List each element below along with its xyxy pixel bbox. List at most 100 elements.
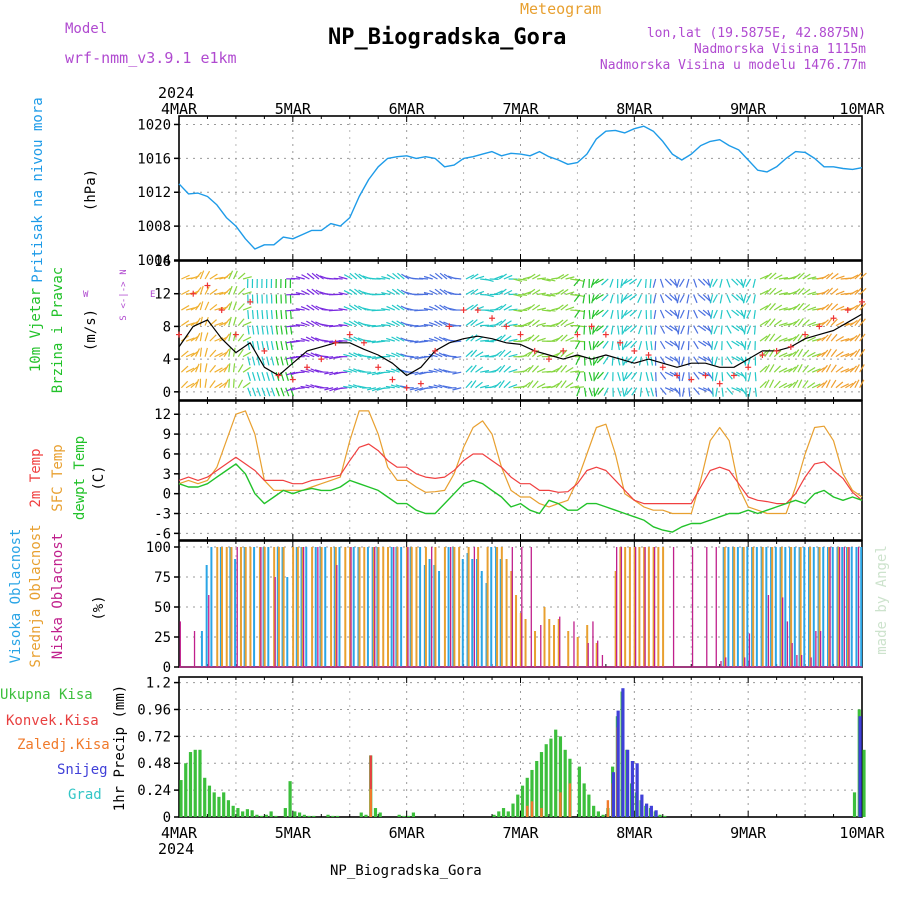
wind-arrow (565, 366, 574, 373)
wind-arrow (280, 310, 283, 320)
wind-arrow (536, 337, 546, 342)
wind-arrow (354, 272, 362, 280)
wind-arrow (664, 325, 673, 332)
wind-arrow (546, 278, 556, 282)
wind-arrow (650, 325, 653, 335)
wind-arrow (475, 321, 484, 327)
wind-arrow (390, 384, 400, 389)
wind-arrow (228, 378, 230, 388)
wind-arrow (319, 339, 329, 342)
wind-arrow (592, 309, 600, 318)
wind-direction-arrows (180, 270, 867, 397)
wind-arrow (343, 353, 353, 358)
precip-y-tick-label: 0 (163, 810, 171, 826)
wind-arrow (560, 273, 569, 280)
precip-total-bar (283, 808, 287, 817)
wind-arrow (195, 302, 202, 311)
wind-arrow (769, 272, 777, 280)
wind-arrow (311, 272, 320, 280)
year-bottom: 2024 (158, 840, 194, 858)
wind-arrow (744, 341, 747, 351)
precip-snow-bar (621, 688, 625, 817)
wind-arrow (228, 301, 233, 311)
wind-arrow (659, 325, 666, 334)
wind-arrow (565, 351, 574, 358)
precip-total-bar (596, 811, 600, 817)
wind-arrow (849, 380, 857, 389)
wind-arrow (652, 278, 657, 288)
wind-arrow (596, 371, 604, 380)
wind-arrow (629, 294, 638, 301)
wind-arrow (731, 371, 740, 377)
wind-arrow (434, 304, 443, 311)
precip-total-bar (558, 736, 563, 817)
wind-y-tick-label: 8 (163, 319, 171, 335)
wind-arrow (228, 270, 234, 280)
wind-arrow (343, 305, 353, 311)
wind-arrow (788, 290, 798, 296)
wind-arrow (591, 278, 600, 286)
precip-snow-bar (630, 761, 634, 817)
wind-arrow (624, 309, 633, 316)
wind-arrow (209, 288, 218, 296)
wind-arrow (465, 274, 475, 280)
wind-arrow (536, 383, 546, 389)
precip-y-tick-label: 0.96 (137, 702, 171, 718)
wind-arrow (697, 278, 706, 286)
model-elevation-text: Nadmorska Visina u modelu 1476.77m (600, 58, 866, 73)
precip-total-bar (407, 815, 411, 817)
wind-arrow (305, 352, 315, 358)
wind-arrow (747, 372, 752, 382)
wind-arrow (555, 319, 564, 327)
wind-arrow (621, 387, 625, 397)
wind-arrow (631, 387, 638, 396)
wind-arrow (759, 274, 769, 280)
wind-arrow (386, 274, 396, 280)
wind-arrow (508, 323, 518, 327)
wind-arrow (508, 368, 518, 373)
wind-arrow (242, 336, 252, 342)
precip-total-bar (264, 814, 268, 817)
wind-arrow (773, 365, 782, 373)
precip-snow-bar (645, 803, 649, 817)
wind-arrow (698, 387, 707, 392)
wind-arrow (603, 387, 609, 397)
wind-arrow (570, 385, 580, 389)
wind-arrow (242, 321, 252, 327)
wind-arrow (773, 274, 783, 280)
temp-label-dew: dewpt Temp (72, 436, 88, 520)
wind-arrow (214, 291, 224, 296)
wind-arrow (286, 387, 296, 392)
wind-arrow (802, 288, 811, 296)
precip-total-bar (293, 811, 297, 817)
wind-arrow (527, 334, 535, 342)
wind-arrow (649, 278, 652, 289)
wind-arrow (573, 278, 581, 287)
temp-frame: 12 9 6 3 0 -3 -6 (154, 401, 863, 542)
wind-arrow (439, 288, 448, 296)
wind-arrow (204, 378, 208, 388)
wind-arrow (527, 364, 534, 373)
wind-arrow (731, 294, 739, 301)
wind-arrow (681, 372, 685, 382)
wind-arrow (452, 387, 462, 391)
wind-arrow (650, 341, 653, 351)
wind-arrow (301, 274, 310, 280)
wind-arrow (849, 350, 858, 358)
wind-arrow (423, 339, 433, 342)
wind-arrow (280, 341, 284, 351)
wind-arrow (348, 320, 358, 327)
wind-arrow (588, 341, 592, 351)
wind-arrow (754, 372, 757, 382)
wind-arrow (204, 332, 209, 342)
wind-arrow (289, 310, 292, 320)
precip-legend-total: Ukupna Kisa (0, 687, 93, 703)
wind-arrow (742, 278, 747, 288)
wind-arrow (433, 368, 443, 373)
wind-arrow (366, 356, 376, 359)
wind-arrow (597, 387, 604, 396)
wind-arrow (576, 387, 581, 397)
wind-arrow (676, 294, 680, 304)
wind-arrow (228, 363, 231, 373)
precip-total-bar (549, 738, 553, 817)
